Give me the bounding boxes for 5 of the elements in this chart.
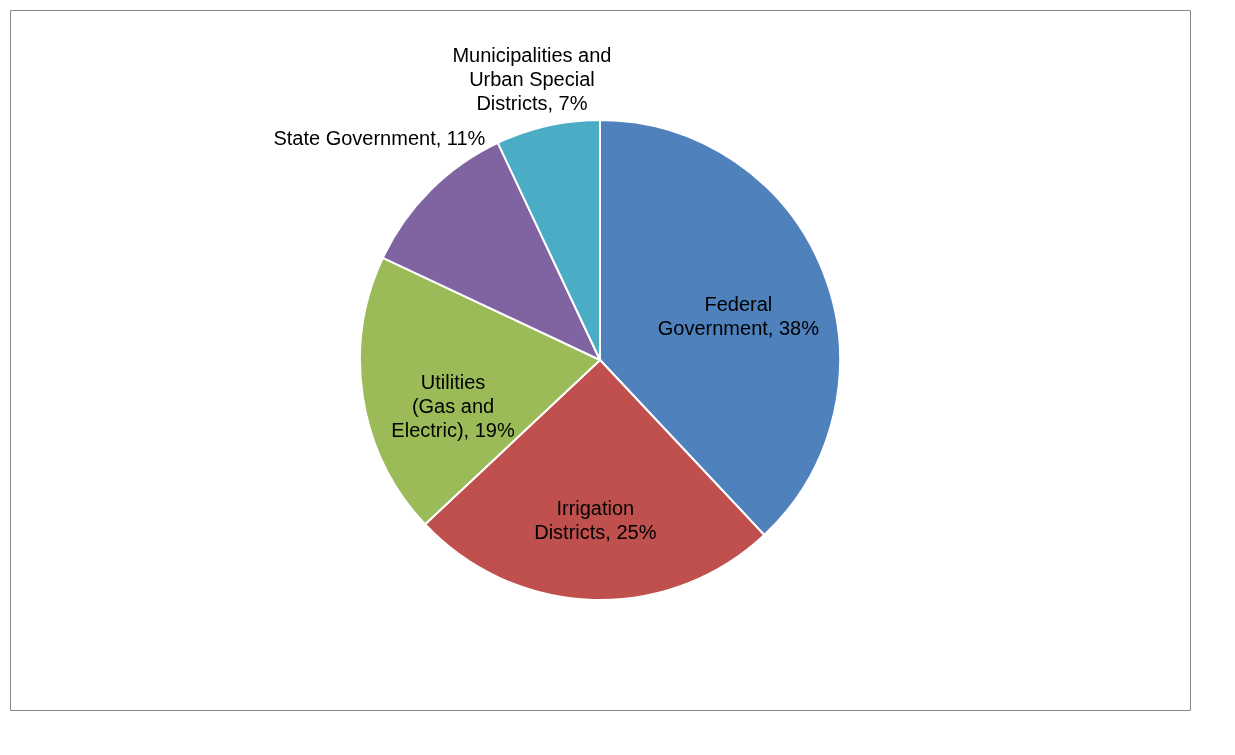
slice-label: Irrigation Districts, 25%	[534, 496, 657, 543]
slice-label: Federal Government, 38%	[657, 293, 820, 340]
slice-label: Utilities (Gas and Electric), 19%	[391, 371, 515, 442]
slice-label: Municipalities and Urban Special Districts, 7%	[452, 43, 612, 114]
slice-label: State Government, 11%	[273, 127, 486, 150]
